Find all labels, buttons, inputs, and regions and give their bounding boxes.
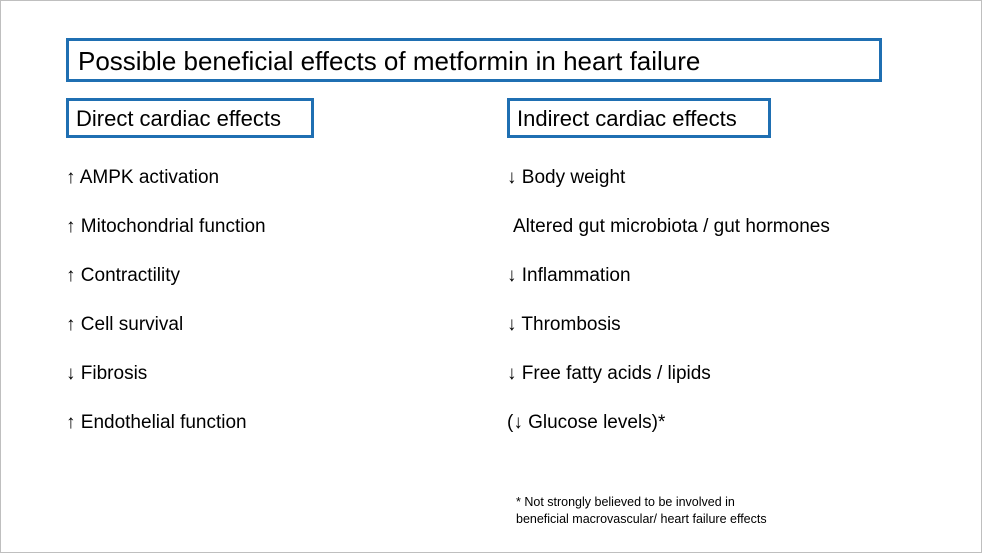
indirect-effects-heading: Indirect cardiac effects [517,106,737,131]
direct-effect-item: ↑ Mitochondrial function [66,216,266,237]
indirect-effect-item: ↓ Body weight [507,167,626,188]
direct-effects-list: ↑ AMPK activation ↑ Mitochondrial functi… [66,165,266,459]
indirect-effect-item: Altered gut microbiota / gut hormones [513,216,830,237]
indirect-effects-list: ↓ Body weight Altered gut microbiota / g… [507,165,830,459]
direct-effects-heading: Direct cardiac effects [76,106,282,131]
footnote: * Not strongly believed to be involved i… [516,494,767,528]
direct-effect-item: ↑ Endothelial function [66,412,247,433]
indirect-effects-heading-box: Indirect cardiac effects [507,98,771,138]
direct-effects-heading-box: Direct cardiac effects [66,98,314,138]
indirect-effect-item: ↓ Thrombosis [507,314,621,335]
direct-effect-item: ↑ Contractility [66,265,181,286]
footnote-line: beneficial macrovascular/ heart failure … [516,512,767,526]
indirect-effect-item: ↓ Free fatty acids / lipids [507,363,711,384]
direct-effect-item: ↑ Cell survival [66,314,184,335]
direct-effect-item: ↑ AMPK activation [66,167,220,188]
indirect-effect-item: ↓ Inflammation [507,265,631,286]
indirect-effect-item: (↓ Glucose levels)* [507,412,666,433]
footnote-line: * Not strongly believed to be involved i… [516,495,735,509]
direct-effect-item: ↓ Fibrosis [66,363,148,384]
slide-title: Possible beneficial effects of metformin… [78,46,701,76]
title-box: Possible beneficial effects of metformin… [66,38,882,82]
